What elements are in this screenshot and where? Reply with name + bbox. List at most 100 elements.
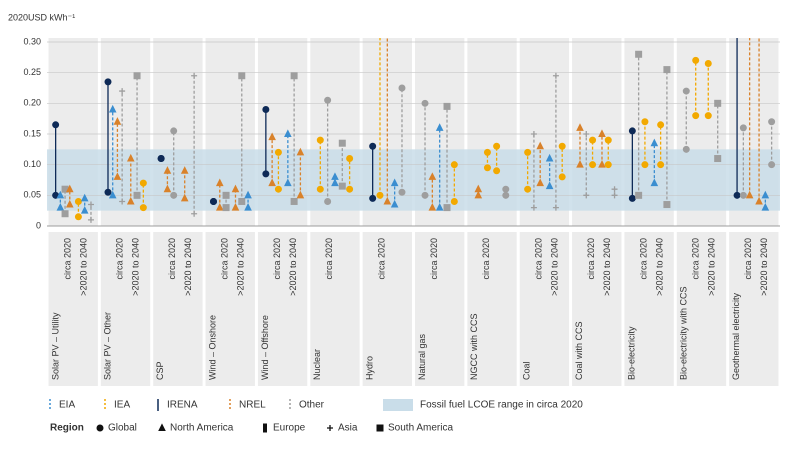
marker: [96, 424, 104, 432]
marker: [483, 148, 491, 156]
period-label: >2020 to 2040: [288, 238, 298, 296]
label-background: [100, 232, 151, 386]
marker: [215, 178, 224, 187]
marker: [390, 178, 399, 187]
marker: [108, 190, 117, 199]
marker: [576, 160, 584, 168]
marker: [284, 178, 292, 187]
marker: [761, 202, 770, 211]
marker: [290, 197, 298, 205]
legend-label: EIA: [59, 400, 75, 411]
marker: [663, 201, 671, 209]
legend-label: North America: [170, 423, 234, 434]
marker: [268, 178, 276, 187]
marker: [604, 136, 612, 144]
y-axis-label: 2020USD kWh⁻¹: [8, 12, 75, 22]
group-label: Geothermal electricity: [731, 292, 741, 380]
marker: [384, 8, 390, 14]
period-label: >2020 to 2040: [183, 238, 193, 296]
label-background: [310, 232, 360, 386]
group-label: Wind – Offshore: [260, 315, 270, 380]
marker: [376, 191, 384, 199]
marker: [369, 194, 377, 202]
label-background: [676, 232, 727, 386]
marker: [552, 204, 559, 211]
legend-label: Global: [108, 423, 137, 434]
marker: [383, 196, 392, 205]
marker: [628, 127, 636, 135]
marker: [714, 99, 722, 107]
group-label: Wind – Onshore: [207, 315, 217, 380]
marker: [180, 166, 189, 174]
marker: [238, 72, 246, 80]
marker: [502, 191, 510, 199]
fossil-band: [47, 149, 780, 211]
marker: [284, 129, 292, 137]
marker: [589, 136, 597, 144]
marker: [65, 184, 74, 193]
marker: [435, 123, 444, 131]
marker: [157, 155, 165, 163]
marker: [641, 118, 649, 126]
marker: [611, 192, 618, 199]
marker: [244, 190, 252, 199]
legend-title: Region: [50, 423, 84, 434]
marker: [56, 190, 65, 199]
group-label: Solar PV – Utility: [50, 312, 60, 380]
period-label: >2020 to 2040: [235, 238, 245, 296]
marker: [376, 424, 384, 432]
group-label: Solar PV – Other: [103, 312, 113, 380]
marker: [104, 78, 112, 86]
period-label: circa 2020: [429, 238, 439, 280]
marker: [663, 66, 671, 74]
marker: [493, 142, 501, 150]
legend-label: Fossil fuel LCOE range in circa 2020: [420, 400, 583, 411]
marker: [650, 178, 659, 187]
marker: [222, 204, 230, 212]
marker: [704, 59, 712, 67]
legend-marker: [327, 425, 333, 431]
marker: [119, 88, 126, 95]
marker: [274, 148, 282, 156]
period-label: >2020 to 2040: [602, 238, 612, 296]
marker: [435, 202, 444, 211]
legend-band-swatch: [383, 399, 413, 411]
marker: [583, 192, 590, 199]
marker: [576, 123, 584, 131]
marker: [734, 8, 740, 14]
marker: [113, 117, 122, 125]
marker: [262, 170, 270, 178]
group-label: NGCC with CCS: [469, 313, 479, 380]
marker: [113, 172, 122, 180]
marker: [209, 197, 217, 205]
legend-label: South America: [388, 423, 453, 434]
marker: [346, 155, 354, 163]
label-background: [729, 232, 779, 386]
label-background: [572, 232, 622, 386]
period-label: circa 2020: [324, 238, 334, 280]
legend-label: IRENA: [167, 400, 198, 411]
marker: [377, 8, 383, 14]
marker: [158, 423, 166, 431]
legend-label: NREL: [239, 400, 266, 411]
marker: [530, 204, 537, 211]
y-tick-label: 0: [36, 220, 41, 230]
marker: [180, 193, 189, 202]
label-background: [257, 232, 308, 386]
marker: [611, 186, 618, 193]
marker: [428, 172, 437, 180]
legend-marker: [158, 423, 166, 431]
marker: [398, 84, 406, 92]
group-label: Coal: [522, 361, 532, 380]
legend-label: Europe: [273, 423, 306, 434]
marker: [170, 191, 178, 199]
period-label: circa 2020: [534, 238, 544, 280]
period-label: >2020 to 2040: [707, 238, 717, 296]
marker: [338, 182, 346, 190]
marker: [338, 139, 346, 147]
marker: [545, 181, 554, 190]
marker: [191, 210, 198, 217]
marker: [450, 197, 458, 205]
group-label: CSP: [155, 361, 165, 380]
marker: [274, 185, 282, 193]
